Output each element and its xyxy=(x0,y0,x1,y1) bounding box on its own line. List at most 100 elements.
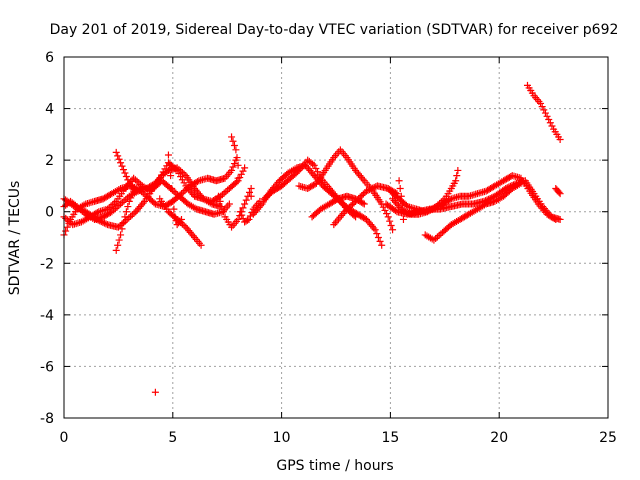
data-point xyxy=(397,192,405,200)
data-point xyxy=(353,196,361,204)
data-point xyxy=(245,215,253,223)
data-point xyxy=(121,169,129,177)
series-t8 xyxy=(164,151,186,229)
data-point xyxy=(537,99,545,107)
data-point xyxy=(214,192,222,200)
y-tick-label: 6 xyxy=(45,50,54,66)
data-point xyxy=(171,213,179,221)
series-t21 xyxy=(421,179,525,244)
series-t10 xyxy=(228,133,242,182)
data-point xyxy=(93,215,101,223)
data-point xyxy=(239,167,247,175)
data-point xyxy=(345,203,353,211)
y-tick-label: 2 xyxy=(45,153,54,169)
data-point xyxy=(502,185,510,193)
data-point xyxy=(234,174,242,182)
data-point xyxy=(543,112,551,120)
plot-frame xyxy=(63,56,609,419)
data-point xyxy=(94,216,102,224)
data-point xyxy=(257,202,265,210)
data-point xyxy=(246,188,254,196)
data-point xyxy=(555,188,563,196)
data-point xyxy=(359,190,367,198)
data-point xyxy=(233,178,241,186)
data-point xyxy=(96,217,104,225)
x-tick-label: 5 xyxy=(168,430,177,446)
data-point xyxy=(309,160,317,168)
data-point xyxy=(218,203,226,211)
data-point xyxy=(137,185,145,193)
data-point xyxy=(294,168,302,176)
data-point xyxy=(366,186,374,194)
x-tick-label: 10 xyxy=(273,430,291,446)
data-point xyxy=(453,172,461,180)
data-point xyxy=(114,241,122,249)
data-point xyxy=(540,106,548,114)
data-point xyxy=(556,136,564,144)
data-point xyxy=(370,183,378,191)
data-point xyxy=(364,186,372,194)
data-point xyxy=(112,246,120,254)
data-point xyxy=(228,133,236,141)
data-point xyxy=(387,221,395,229)
y-tick-label: -6 xyxy=(40,359,54,375)
series-t20 xyxy=(395,177,407,223)
data-point xyxy=(341,208,349,216)
data-point xyxy=(314,168,322,176)
data-point xyxy=(238,211,246,219)
data-point xyxy=(376,237,384,245)
data-point xyxy=(118,225,126,233)
data-point xyxy=(124,176,132,184)
data-point xyxy=(119,219,127,227)
chart-title: Day 201 of 2019, Sidereal Day-to-day VTE… xyxy=(50,22,619,38)
data-point xyxy=(344,205,352,213)
y-tick-label: -2 xyxy=(40,256,54,272)
data-point xyxy=(367,185,375,193)
data-point xyxy=(359,199,367,207)
data-point xyxy=(239,204,247,212)
series-t23 xyxy=(552,185,564,198)
data-point xyxy=(127,194,135,202)
data-point xyxy=(100,219,108,227)
data-point xyxy=(233,154,241,162)
data-point xyxy=(545,116,553,124)
data-point xyxy=(151,388,159,396)
data-point xyxy=(395,177,403,185)
data-point xyxy=(216,197,224,205)
data-point xyxy=(548,122,556,130)
series-t24 xyxy=(151,388,159,396)
data-point xyxy=(399,215,407,223)
data-point xyxy=(189,232,197,240)
series-t4 xyxy=(60,177,233,231)
data-point xyxy=(76,205,84,213)
data-point xyxy=(114,152,122,160)
data-point xyxy=(371,226,379,234)
data-point xyxy=(128,191,136,199)
x-tick-label: 0 xyxy=(60,430,69,446)
axes: 0 5 10 15 20 25 -8 -6 -4 -2 0 2 4 6 xyxy=(40,50,617,446)
data-point xyxy=(229,163,237,171)
data-point xyxy=(178,215,186,223)
data-point xyxy=(350,212,358,220)
data-point xyxy=(391,207,399,215)
data-point xyxy=(362,187,370,195)
data-point xyxy=(350,199,358,207)
data-point xyxy=(237,170,245,178)
data-point xyxy=(168,185,176,193)
data-point xyxy=(121,213,129,221)
data-layer xyxy=(60,81,564,396)
data-point xyxy=(234,215,242,223)
y-tick-label: 4 xyxy=(45,102,54,118)
data-point xyxy=(118,162,126,170)
data-point xyxy=(176,217,184,225)
data-point xyxy=(102,220,110,228)
data-point xyxy=(355,194,363,202)
data-point xyxy=(230,142,238,150)
data-point xyxy=(124,203,132,211)
x-tick-label: 15 xyxy=(381,430,399,446)
data-point xyxy=(122,172,130,180)
data-point xyxy=(374,234,382,241)
data-point xyxy=(79,206,87,214)
